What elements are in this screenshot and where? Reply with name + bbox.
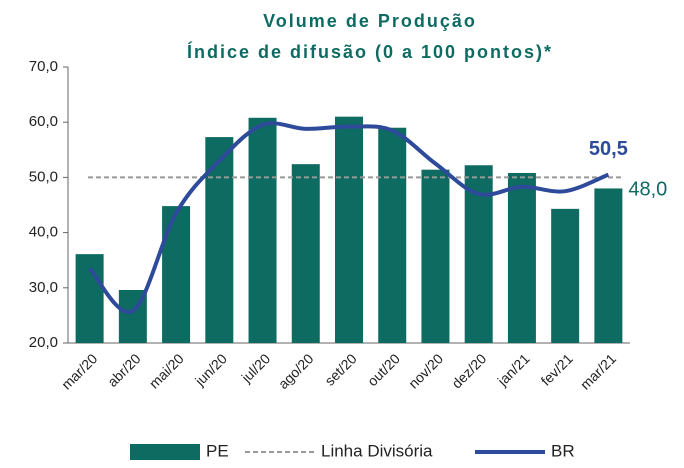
y-tick-label: 30,0 xyxy=(29,279,58,296)
bar xyxy=(594,188,623,343)
x-tick-label: fev/21 xyxy=(538,350,576,388)
data-label: 48,0 xyxy=(628,179,667,201)
bar xyxy=(378,127,407,343)
chart-subtitle: Índice de difusão (0 a 100 pontos)* xyxy=(187,41,553,62)
bar xyxy=(291,164,320,343)
y-tick-label: 50,0 xyxy=(29,168,58,185)
bar xyxy=(421,169,450,343)
x-tick-label: mar/21 xyxy=(577,350,619,392)
x-tick-label: mai/20 xyxy=(146,350,187,391)
chart-title: Volume de Produção xyxy=(263,11,477,31)
x-tick-label: jun/20 xyxy=(191,350,230,389)
x-tick-label: out/20 xyxy=(364,350,403,389)
x-tick-label: abr/20 xyxy=(104,350,144,390)
bar xyxy=(335,116,363,344)
line xyxy=(88,121,610,315)
legend-label: Linha Divisória xyxy=(321,441,433,460)
bar xyxy=(162,206,191,343)
y-tick-label: 20,0 xyxy=(29,334,58,351)
legend-swatch xyxy=(130,444,200,460)
y-tick-label: 60,0 xyxy=(29,113,58,130)
x-tick-label: set/20 xyxy=(321,350,359,388)
y-tick-label: 70,0 xyxy=(29,58,58,75)
x-tick-label: nov/20 xyxy=(405,350,446,391)
x-tick-label: dez/20 xyxy=(448,350,489,391)
bar xyxy=(551,208,580,343)
bar xyxy=(248,117,277,343)
x-tick-label: mar/20 xyxy=(58,350,100,392)
bar xyxy=(507,172,536,343)
x-tick-label: ago/20 xyxy=(275,350,317,392)
x-tick-label: jan/21 xyxy=(494,350,533,389)
x-tick-label: jul/20 xyxy=(238,350,274,386)
data-label: 50,5 xyxy=(589,138,628,160)
legend-label: PE xyxy=(206,441,229,460)
legend-label: BR xyxy=(551,441,575,460)
y-tick-label: 40,0 xyxy=(29,224,58,241)
bar xyxy=(75,254,104,343)
